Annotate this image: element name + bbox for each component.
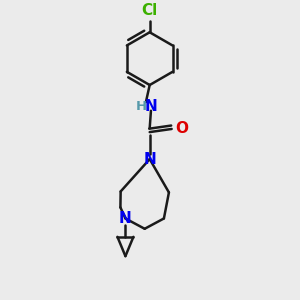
Text: Cl: Cl	[142, 4, 158, 19]
Text: N: N	[145, 100, 157, 115]
Text: N: N	[143, 152, 156, 166]
Text: H: H	[135, 100, 146, 113]
Text: N: N	[119, 211, 132, 226]
Text: O: O	[176, 122, 188, 136]
